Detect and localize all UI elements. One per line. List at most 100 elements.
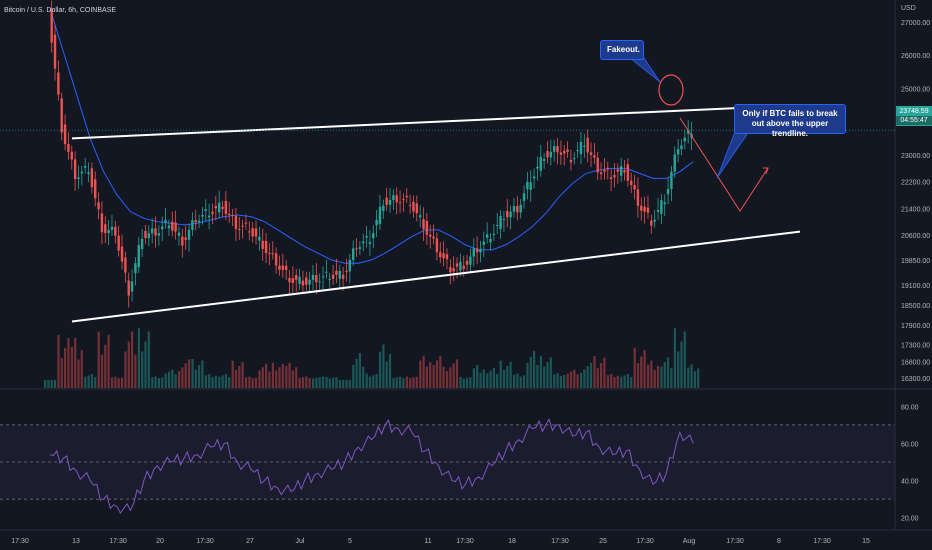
volume-bar — [167, 371, 171, 388]
volume-bar — [231, 360, 234, 388]
volume-bar — [670, 368, 673, 388]
candle-body — [606, 167, 609, 170]
volume-bar — [254, 377, 258, 388]
volume-bar — [667, 357, 670, 388]
moving-average-line — [49, 8, 694, 264]
candle-body — [552, 146, 556, 152]
volume-bar — [147, 331, 150, 388]
candle-body — [100, 213, 104, 233]
candle-body — [87, 172, 90, 175]
moving-average — [49, 8, 694, 264]
condition-callout[interactable]: Only if BTC fails to break out above the… — [734, 104, 846, 138]
volume-bar — [171, 369, 174, 388]
volume-bar — [100, 354, 104, 388]
volume-bar — [462, 378, 465, 388]
candle-body — [191, 220, 194, 230]
time-tick-label: 18 — [508, 538, 516, 545]
volume-bar — [305, 376, 308, 388]
volume-bar — [141, 351, 144, 388]
volume-bar — [44, 380, 47, 388]
volume-bar — [161, 377, 164, 388]
candle-body — [60, 98, 63, 133]
candle-body — [134, 263, 137, 274]
candle-body — [549, 151, 553, 158]
time-tick-label: 17:30 — [551, 538, 569, 545]
volume-bar — [238, 365, 241, 388]
trendlines[interactable] — [71, 57, 801, 323]
candle-body — [469, 256, 472, 265]
candle-body — [492, 233, 496, 235]
condition-label: Only if BTC fails to break out above the… — [742, 109, 838, 138]
candle-body — [124, 257, 127, 273]
rsi-panel: 80.00 60.00 40.00 20.00 — [0, 404, 919, 523]
price-tick-label: 21400.00 — [901, 206, 930, 213]
volume-bar — [586, 366, 589, 388]
candle-body — [640, 205, 643, 211]
candle-body — [418, 215, 422, 218]
volume-bar — [218, 376, 221, 388]
candle-body — [539, 156, 542, 171]
candle-body — [63, 124, 67, 145]
candle-body — [382, 205, 385, 211]
candle-body — [365, 235, 368, 238]
candle-body — [127, 280, 130, 296]
candle-body — [609, 177, 613, 180]
volume-bar — [335, 377, 338, 388]
candle-body — [315, 275, 318, 283]
volume-bar — [455, 359, 459, 388]
volume-bar — [131, 331, 134, 388]
volume-bar — [198, 365, 201, 388]
volume-bar — [442, 366, 445, 388]
time-tick-label: 17:30 — [726, 538, 744, 545]
price-tick-label: 26000.00 — [901, 53, 930, 60]
candle-body — [197, 220, 201, 223]
candle-body — [496, 224, 499, 226]
volume-bar — [516, 373, 519, 388]
volume-bar — [358, 352, 361, 388]
candle-body — [308, 279, 311, 285]
volume-bar — [375, 373, 378, 388]
volume-bar — [57, 334, 60, 388]
volume-bar — [432, 365, 435, 388]
candle-body — [214, 205, 218, 209]
volume-bar — [348, 380, 351, 388]
volume-bar — [301, 377, 305, 388]
candle-body — [646, 207, 650, 213]
candle-body — [201, 214, 204, 217]
candle-body — [489, 238, 492, 243]
candle-body — [633, 185, 636, 190]
volume-bar — [50, 380, 53, 388]
candle-body — [137, 245, 140, 268]
candle-body — [171, 221, 174, 231]
candle-body — [298, 276, 301, 284]
time-tick-label: 27 — [246, 538, 254, 545]
volume-bar — [536, 364, 539, 388]
candle-body — [184, 237, 187, 240]
volume-bar — [332, 377, 335, 388]
volume-bar — [543, 366, 546, 388]
candle-body — [506, 210, 509, 218]
volume-bar — [486, 373, 489, 388]
candle-body — [258, 236, 261, 241]
volume-bar — [379, 351, 382, 388]
candle-body — [475, 248, 479, 253]
price-tick-label: 17900.00 — [901, 323, 930, 330]
candle-body — [187, 229, 191, 240]
volume-bar — [275, 370, 278, 388]
volume-bar — [382, 344, 385, 388]
volume-bar — [673, 328, 676, 388]
candle-body — [264, 240, 268, 254]
volume-bar — [680, 341, 683, 388]
candle-body — [485, 234, 489, 238]
volume-bar — [583, 369, 586, 388]
time-tick-label: 17:30 — [109, 538, 127, 545]
volume-bar — [178, 371, 181, 388]
volume-bar — [640, 356, 643, 388]
candle-body — [415, 203, 419, 214]
candle-body — [211, 211, 214, 214]
bar-countdown: 04:55:47 — [896, 116, 932, 125]
fakeout-callout[interactable]: Fakeout. — [600, 40, 644, 60]
candle-body — [358, 247, 362, 249]
